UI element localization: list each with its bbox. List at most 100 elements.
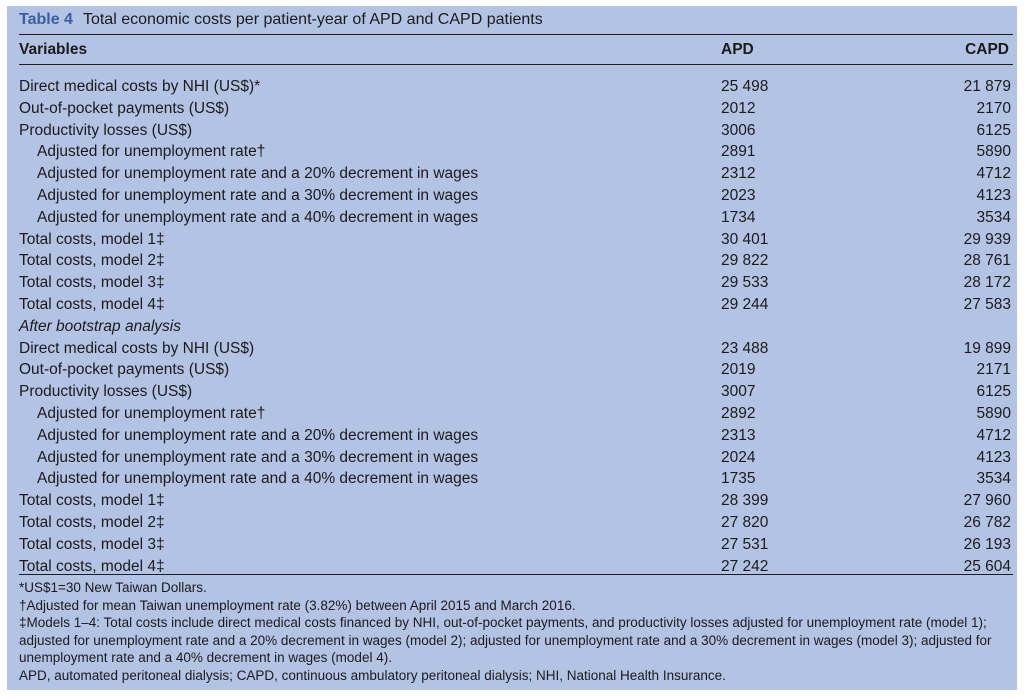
table-title: Total economic costs per patient-year of… (82, 11, 543, 28)
cell-capd: 25 604 (963, 557, 1011, 575)
cell-apd: 2019 (721, 361, 756, 379)
table-row: Direct medical costs by NHI (US$)* 25 498… (19, 77, 1013, 97)
cell-capd: 4712 (976, 426, 1011, 444)
table-row: Adjusted for unemployment rate and a 40%… (19, 208, 1013, 228)
cell-capd: 6125 (976, 383, 1011, 401)
table-caption: Table 4 Total economic costs per patient-… (19, 11, 543, 29)
row-label: Adjusted for unemployment rate and a 20%… (37, 165, 479, 183)
cell-apd: 29 822 (721, 252, 769, 270)
row-label: Adjusted for unemployment rate and a 40%… (37, 208, 479, 226)
table-row: Adjusted for unemployment rate and a 20%… (19, 164, 1013, 184)
top-rule (19, 34, 1013, 35)
row-label: Out-of-pocket payments (US$) (19, 361, 230, 379)
row-label: Adjusted for unemployment rate† (37, 405, 266, 422)
footnote-unemployment: †Adjusted for mean Taiwan unemployment r… (19, 597, 576, 613)
table-row: Productivity losses (US$) 3007 6125 (19, 382, 1013, 402)
row-label: Total costs, model 4‡ (19, 557, 165, 575)
cell-apd: 25 498 (721, 78, 769, 95)
row-label: Direct medical costs by NHI (US$)* (19, 78, 261, 95)
table-row: Total costs, model 2‡ 27 820 26 782 (19, 513, 1013, 533)
row-label: Adjusted for unemployment rate and a 30%… (37, 187, 479, 204)
cell-capd: 28 761 (963, 252, 1011, 270)
footnote-models: ‡Models 1–4: Total costs include direct … (19, 615, 992, 665)
row-label: Adjusted for unemployment rate and a 20%… (37, 426, 479, 444)
cell-apd: 1734 (721, 208, 756, 226)
table-row: Total costs, model 3‡ 27 531 26 193 (19, 535, 1013, 555)
column-header-variables: Variables (19, 41, 88, 58)
cell-apd: 30 401 (721, 230, 769, 248)
cell-apd: 2313 (721, 426, 756, 444)
row-label: Adjusted for unemployment rate† (37, 143, 266, 161)
cell-capd: 26 782 (963, 514, 1011, 531)
cell-apd: 1735 (721, 470, 756, 488)
row-label: Out-of-pocket payments (US$) (19, 99, 230, 117)
row-label: Total costs, model 1‡ (19, 492, 165, 510)
cell-capd: 4712 (976, 165, 1011, 183)
cell-apd: 27 531 (721, 535, 769, 553)
row-label: Total costs, model 2‡ (19, 514, 165, 531)
table-row: Adjusted for unemployment rate and a 20%… (19, 426, 1013, 446)
cell-apd: 29 533 (721, 274, 769, 292)
table-row: Adjusted for unemployment rate and a 30%… (19, 186, 1013, 206)
table-row: Total costs, model 4‡ 29 244 27 583 (19, 295, 1013, 315)
table-row: Adjusted for unemployment rate† 2891 5890 (19, 142, 1013, 162)
table-row: Adjusted for unemployment rate and a 40%… (19, 469, 1013, 489)
cell-capd: 5890 (976, 405, 1011, 422)
column-header-capd: CAPD (965, 41, 1009, 58)
row-label: Total costs, model 3‡ (19, 274, 165, 292)
cell-capd: 26 193 (963, 535, 1011, 553)
table-footnotes: *US$1=30 New Taiwan Dollars. †Adjusted f… (19, 579, 1013, 684)
cell-capd: 27 960 (963, 492, 1011, 510)
table-row: Out-of-pocket payments (US$) 2012 2170 (19, 99, 1013, 119)
table-row: Total costs, model 1‡ 28 399 27 960 (19, 491, 1013, 511)
cell-capd: 4123 (976, 448, 1011, 466)
cell-capd: 28 172 (963, 274, 1011, 292)
cell-capd: 3534 (976, 470, 1011, 488)
table-row: Adjusted for unemployment rate† 2892 5890 (19, 404, 1013, 424)
footnote-currency: *US$1=30 New Taiwan Dollars. (19, 580, 207, 595)
table-row: Out-of-pocket payments (US$) 2019 2171 (19, 360, 1013, 380)
cell-capd: 19 899 (963, 339, 1011, 357)
cell-capd: 5890 (976, 143, 1011, 161)
header-rule (19, 64, 1013, 65)
row-label: Productivity losses (US$) (19, 383, 193, 401)
cell-apd: 2312 (721, 165, 756, 183)
cell-apd: 2891 (721, 143, 756, 161)
cell-capd: 21 879 (963, 78, 1011, 95)
cell-apd: 23 488 (721, 339, 769, 357)
cell-apd: 2024 (721, 448, 756, 466)
cell-apd: 29 244 (721, 296, 769, 313)
cell-capd: 27 583 (963, 296, 1011, 313)
cell-apd: 2023 (721, 187, 756, 204)
table-row: Total costs, model 2‡ 29 822 28 761 (19, 251, 1013, 271)
row-label: Total costs, model 1‡ (19, 230, 165, 248)
table-section-row: After bootstrap analysis (19, 317, 1013, 337)
cell-capd: 2171 (976, 361, 1011, 379)
cell-capd: 2170 (976, 99, 1011, 117)
cell-apd: 28 399 (721, 492, 769, 510)
cell-apd: 27 820 (721, 514, 769, 531)
cell-capd: 4123 (976, 187, 1011, 204)
row-label: Adjusted for unemployment rate and a 40%… (37, 470, 479, 488)
cell-capd: 3534 (976, 208, 1011, 226)
table-header-row: Variables APD CAPD (19, 40, 1013, 60)
table-row: Direct medical costs by NHI (US$) 23 488 1… (19, 339, 1013, 359)
row-label: After bootstrap analysis (19, 317, 181, 335)
cell-apd: 3007 (721, 383, 756, 401)
row-label: Productivity losses (US$) (19, 121, 193, 139)
table-panel: Table 4 Total economic costs per patient-… (7, 6, 1017, 690)
column-header-apd: APD (721, 41, 754, 58)
cell-capd: 6125 (976, 121, 1011, 139)
cell-capd: 29 939 (963, 230, 1011, 248)
table-label: Table 4 (19, 11, 73, 28)
table-row: Total costs, model 3‡ 29 533 28 172 (19, 273, 1013, 293)
footnote-abbreviations: APD, automated peritoneal dialysis; CAPD… (19, 667, 726, 683)
row-label: Adjusted for unemployment rate and a 30%… (37, 448, 479, 466)
cell-apd: 27 242 (721, 557, 769, 575)
table-row: Total costs, model 1‡ 30 401 29 939 (19, 230, 1013, 250)
bottom-rule (19, 574, 1013, 575)
cell-apd: 2012 (721, 99, 756, 117)
table-row: Total costs, model 4‡ 27 242 25 604 (19, 557, 1013, 577)
row-label: Total costs, model 2‡ (19, 252, 165, 270)
cell-apd: 2892 (721, 405, 756, 422)
